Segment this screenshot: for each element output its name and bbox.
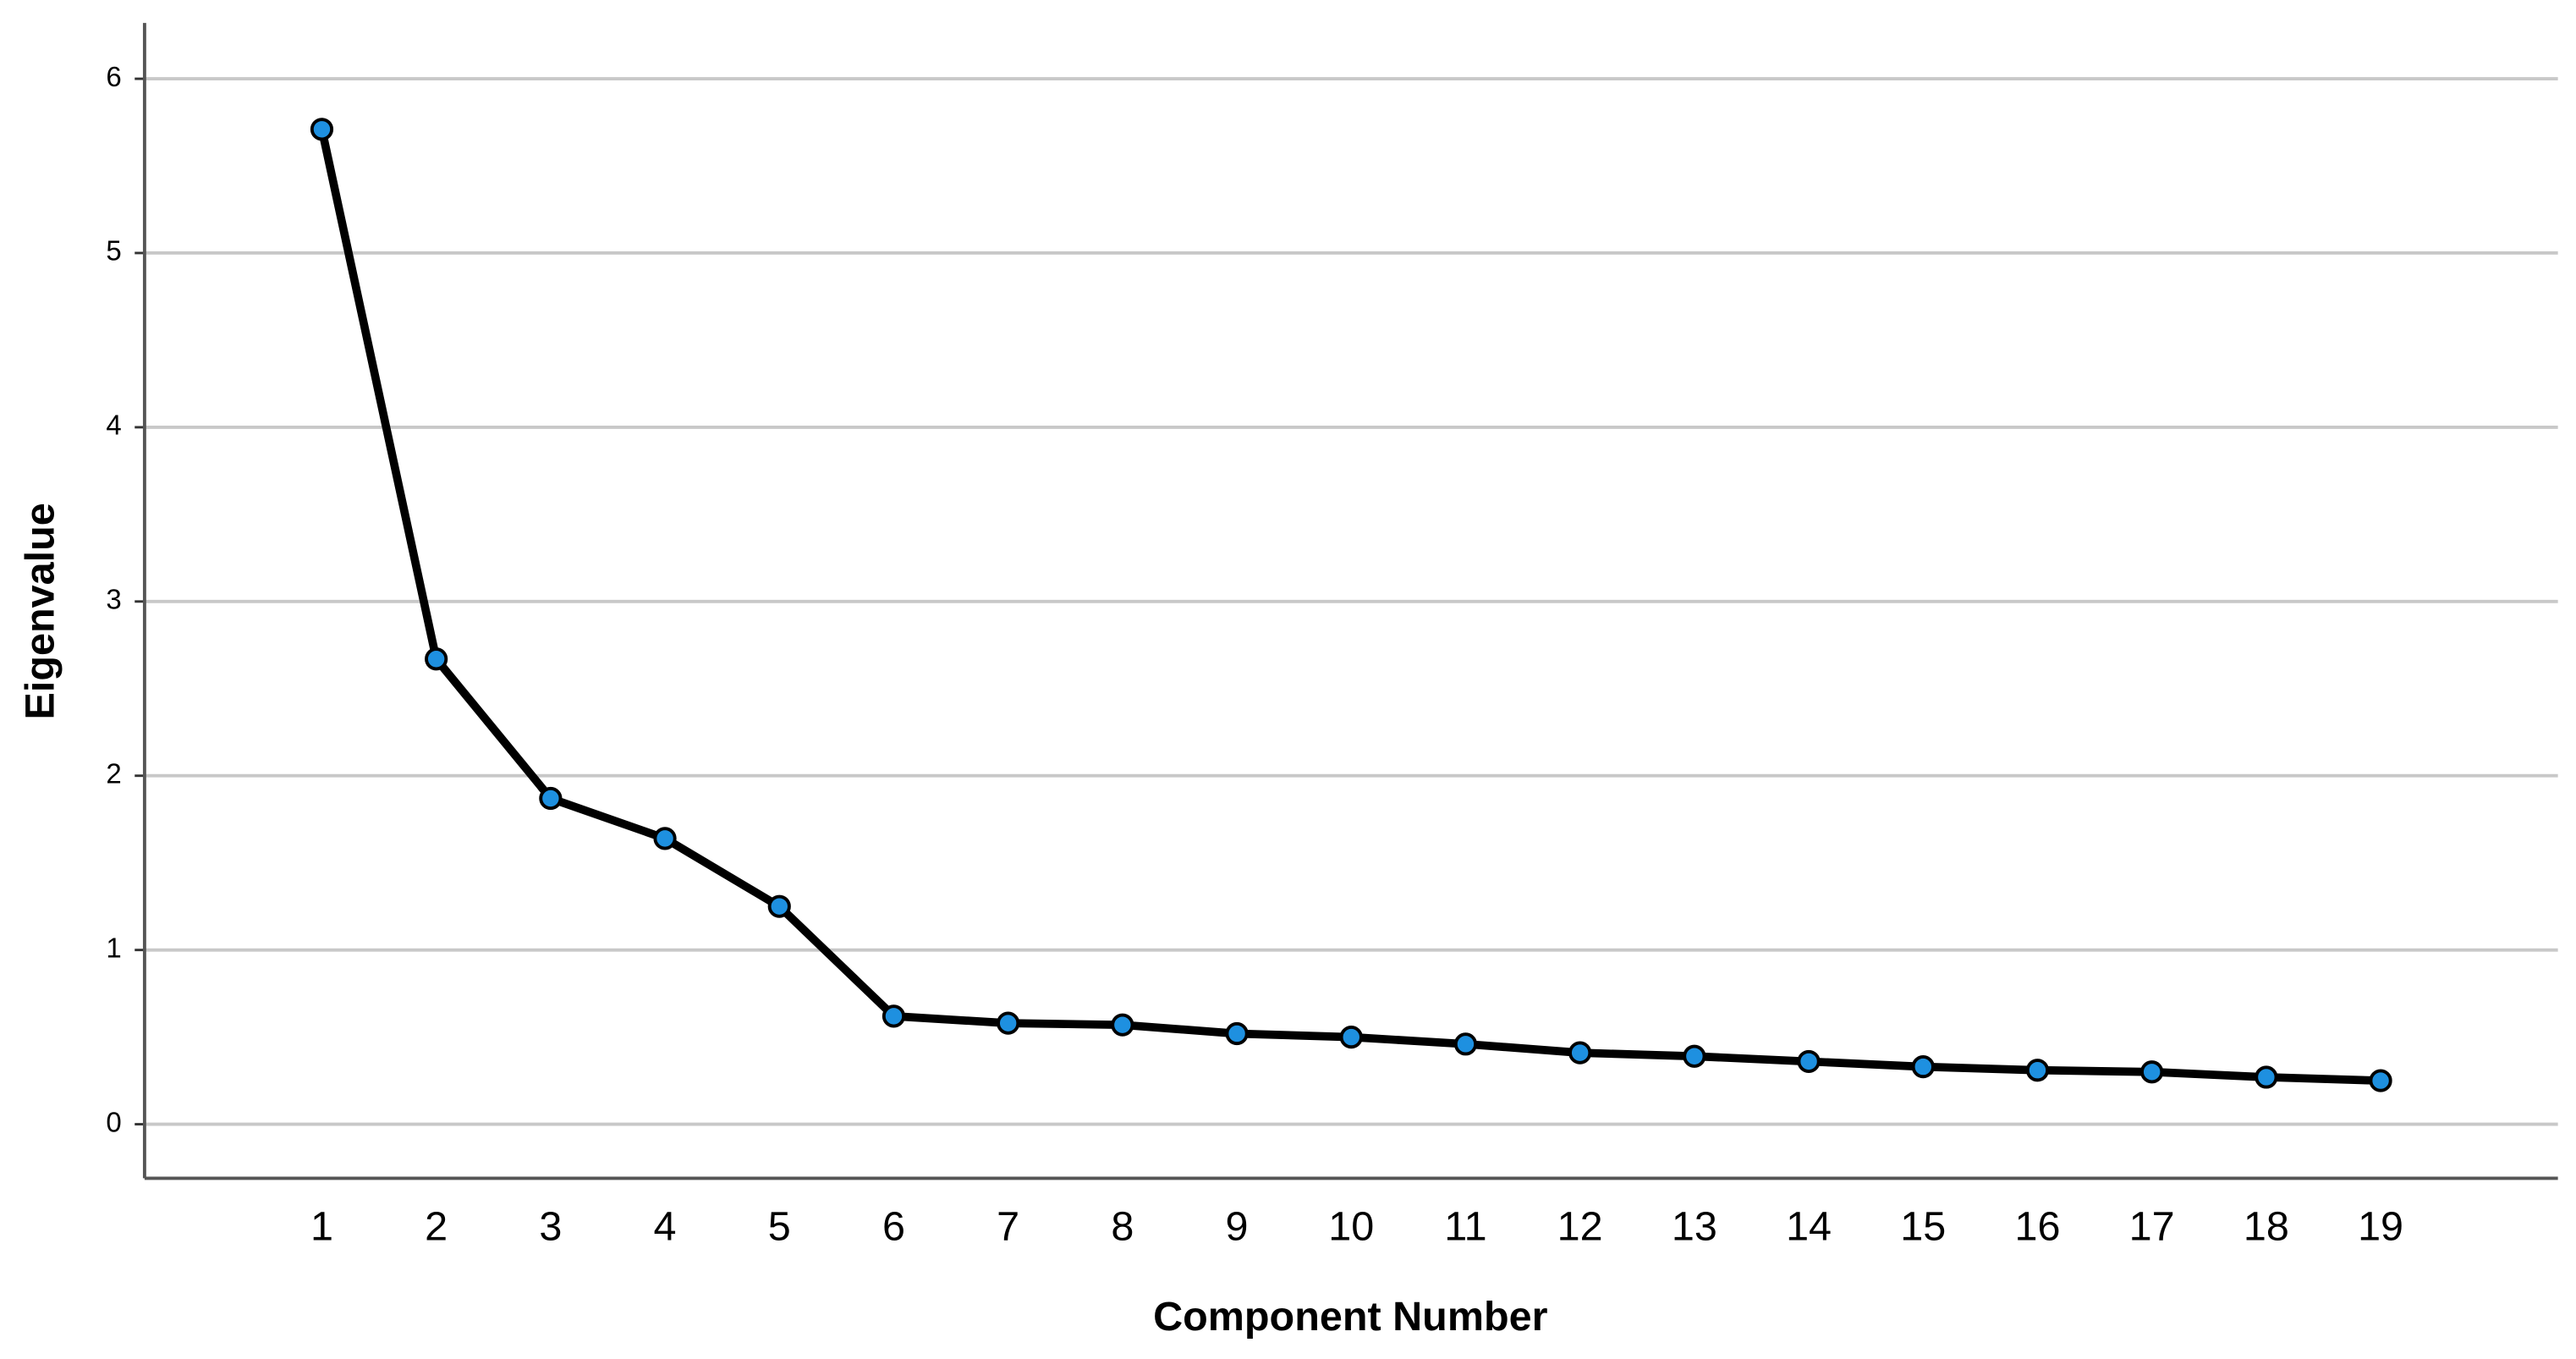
x-tick-label: 4	[654, 1203, 677, 1249]
data-point	[1225, 1021, 1249, 1046]
y-axis-title: Eigenvalue	[17, 503, 63, 719]
x-tick-label: 1	[310, 1203, 333, 1249]
data-point	[2025, 1059, 2050, 1082]
y-tick-label: 3	[106, 584, 121, 615]
data-point	[1911, 1055, 1935, 1079]
x-tick-label: 16	[2014, 1203, 2060, 1249]
data-point	[1797, 1049, 1821, 1074]
data-point	[2255, 1065, 2278, 1089]
data-point	[539, 786, 563, 811]
x-axis-title: Component Number	[1153, 1294, 1548, 1340]
y-tick-label: 2	[106, 757, 121, 789]
y-tick-label: 1	[106, 932, 121, 963]
x-tick-label: 10	[1328, 1203, 1374, 1249]
data-point	[425, 647, 448, 671]
series-line	[317, 128, 2381, 1085]
x-tick-label: 13	[1672, 1203, 1717, 1249]
data-point	[882, 1004, 906, 1028]
data-point	[2140, 1060, 2164, 1084]
x-tick-label: 14	[1786, 1203, 1832, 1249]
data-point	[653, 827, 677, 850]
x-tick-label: 6	[882, 1203, 905, 1249]
y-tick-label: 5	[106, 235, 121, 267]
data-point	[1339, 1026, 1363, 1049]
x-tick-label: 9	[1226, 1203, 1249, 1249]
data-point	[1568, 1041, 1592, 1065]
y-tick-label: 0	[106, 1106, 121, 1137]
data-point	[1111, 1013, 1134, 1037]
data-point	[1453, 1032, 1478, 1056]
data-point	[310, 118, 334, 141]
x-tick-label: 19	[2358, 1203, 2403, 1249]
y-tick-label: 4	[106, 410, 121, 441]
y-tick-label: 6	[106, 61, 121, 92]
data-point	[767, 894, 791, 918]
x-tick-label: 18	[2244, 1203, 2289, 1249]
x-tick-label: 5	[768, 1203, 791, 1249]
data-point	[2369, 1069, 2392, 1092]
x-tick-label: 17	[2129, 1203, 2175, 1249]
x-tick-label: 7	[997, 1203, 1019, 1249]
x-tick-label: 11	[1444, 1203, 1486, 1249]
x-tick-label: 8	[1111, 1203, 1134, 1249]
x-tick-label: 2	[425, 1203, 448, 1249]
data-point	[1683, 1044, 1706, 1068]
data-point	[997, 1011, 1020, 1035]
x-tick-label: 15	[1900, 1203, 1946, 1249]
x-tick-label: 12	[1557, 1203, 1603, 1249]
x-tick-label: 3	[539, 1203, 562, 1249]
